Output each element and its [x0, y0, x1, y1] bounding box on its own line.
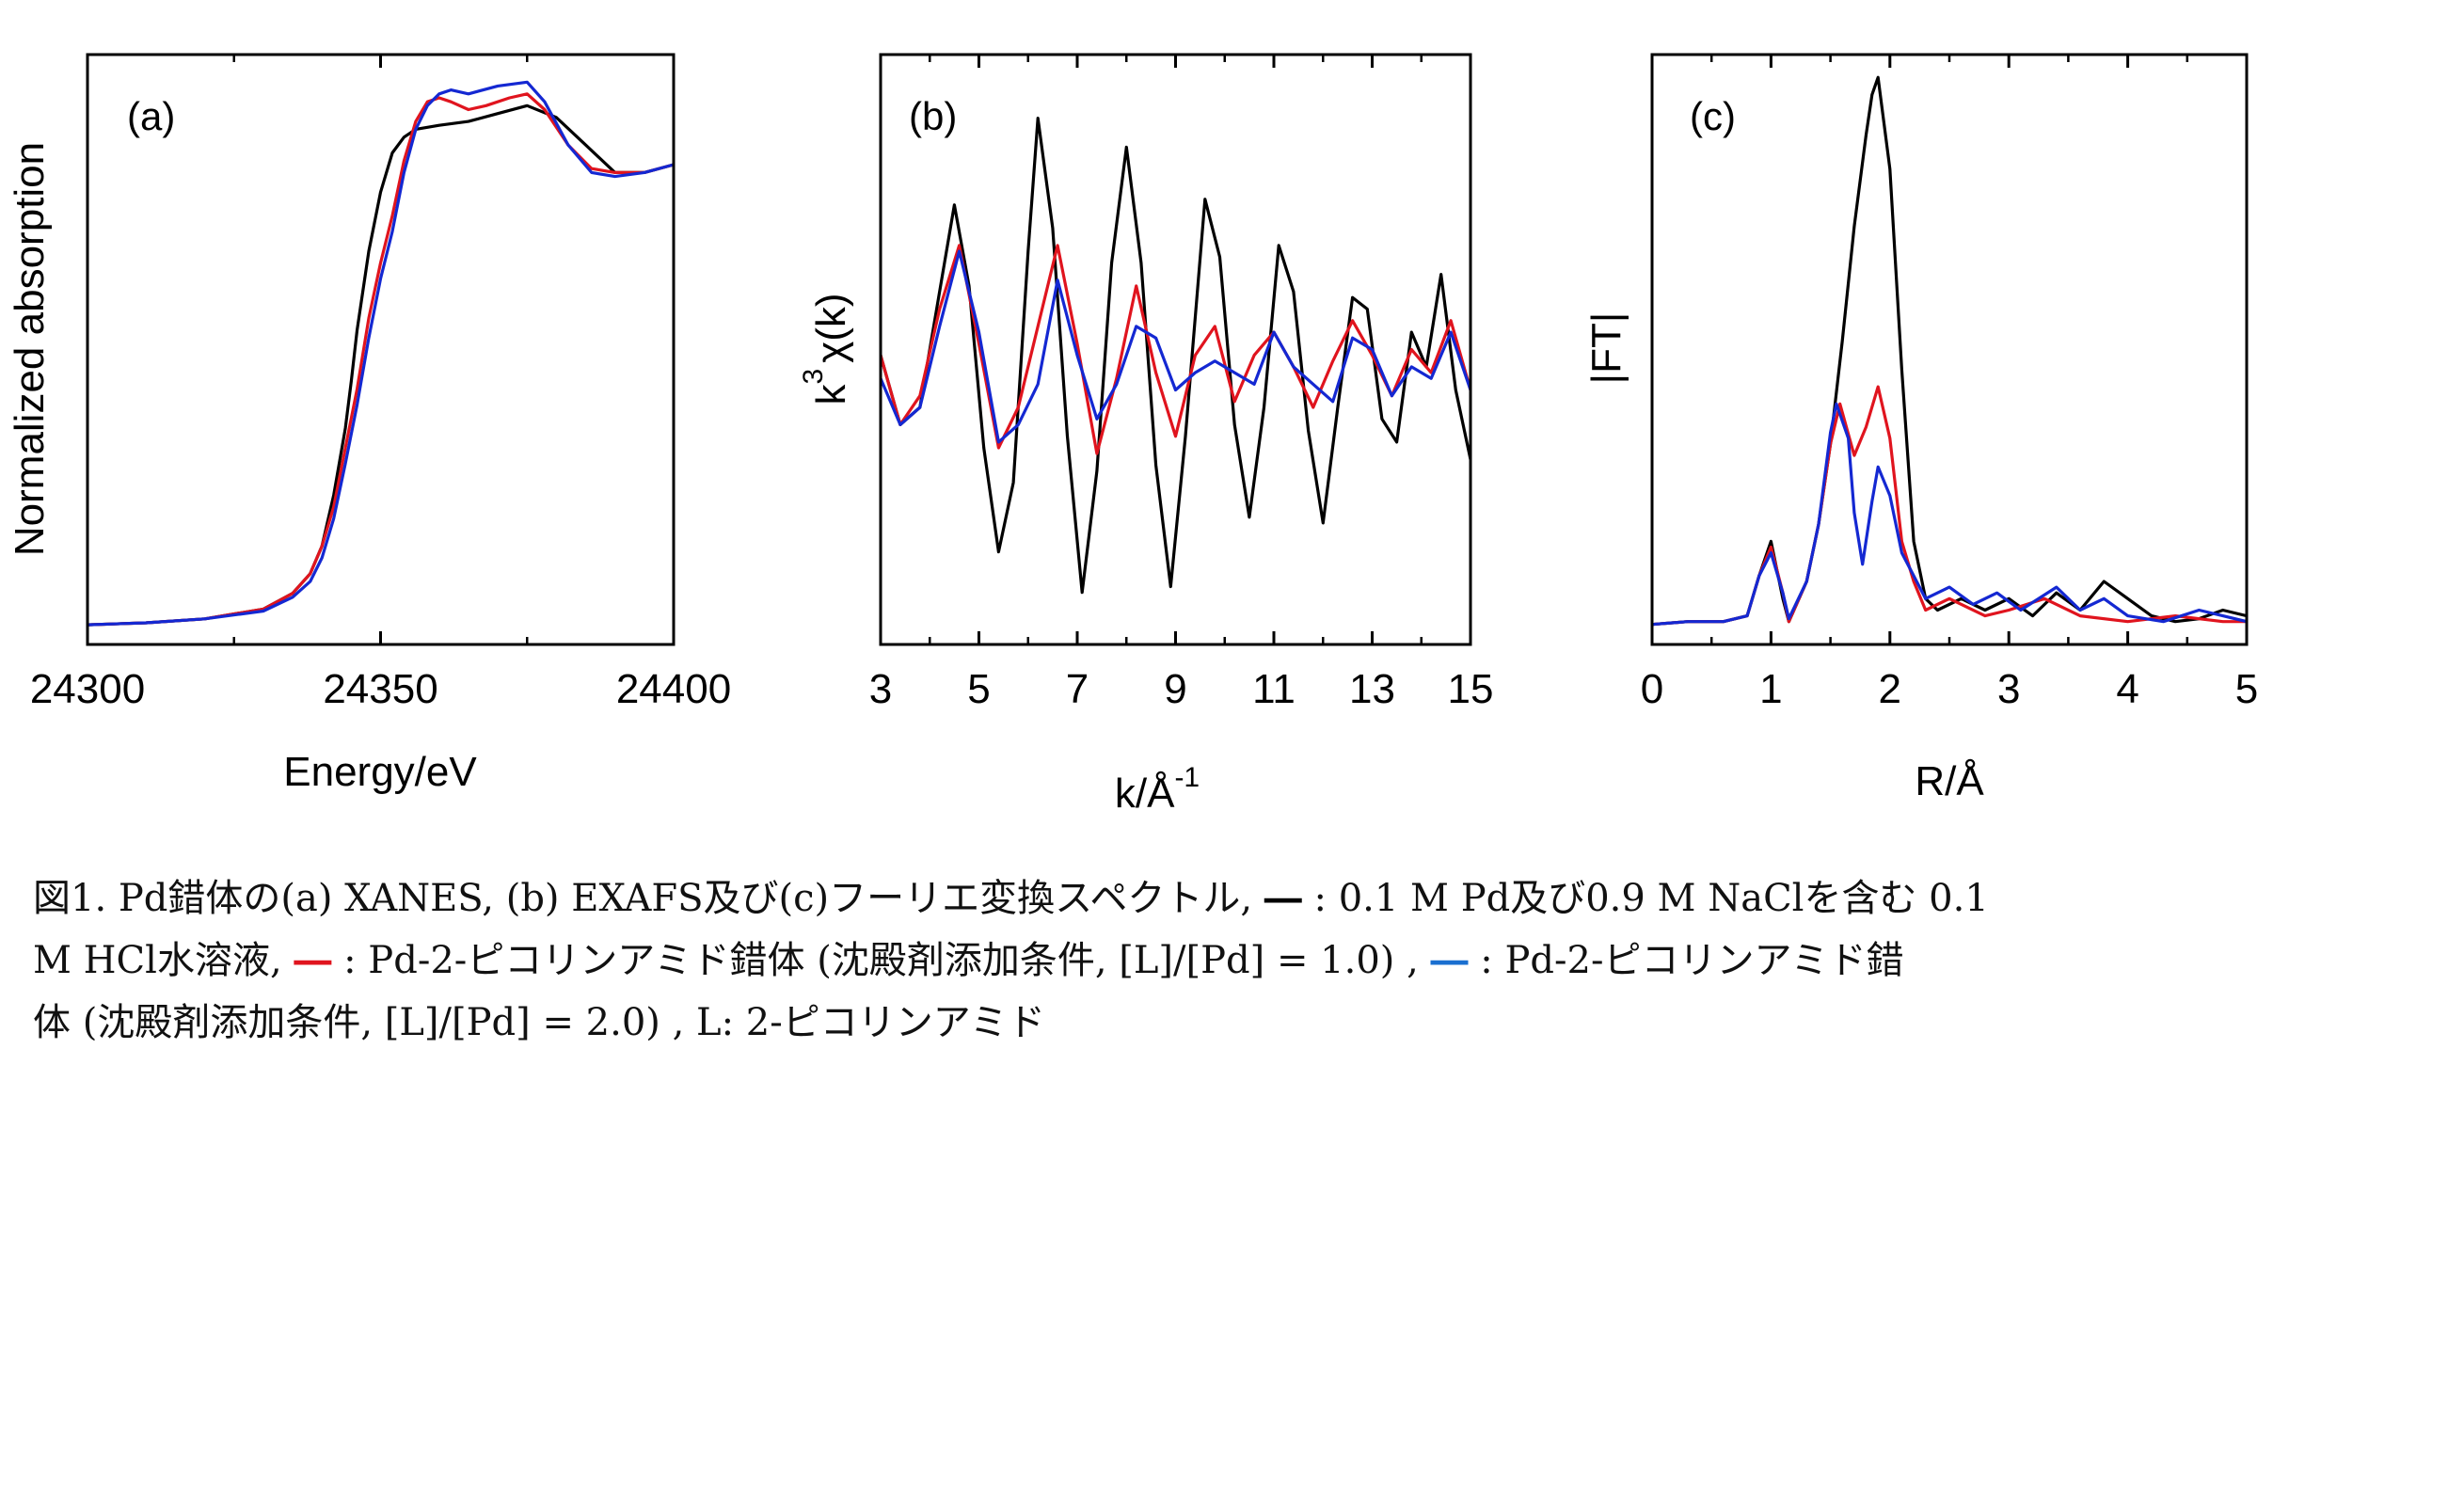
panel-c-frame — [1650, 53, 2249, 646]
figure: 24300 24350 24400 (a) Energy/eV Normalized… — [7, 53, 2258, 817]
panel-b-ylabel-tail: χ(k) — [808, 293, 854, 362]
panel-c-xlabel: R/Å — [1915, 758, 1984, 804]
panel-b-ylabel: k3 χ(k) — [798, 293, 854, 405]
panel-c-series-3-line — [1652, 402, 2247, 627]
caption-line-1: 図1. Pd錯体の(a) XANES, (b) EXAFS及び(c)フーリエ変換… — [33, 867, 2310, 930]
panel-c-xtick-label: 3 — [1997, 666, 2020, 712]
panel-a-ylabel: Normalized absorption — [7, 142, 53, 556]
panel-b-xtick-label: 5 — [967, 666, 990, 712]
panel-c-label: (c) — [1690, 94, 1736, 138]
caption-text-2c: : Pd-2-ピコリンアミド錯 — [1468, 939, 1904, 982]
caption-text-2b: : Pd-2-ピコリンアミド錯体 (沈殿剤添加条件, [L]/[Pd] = 1.… — [331, 939, 1431, 982]
panel-b-xtick-label: 11 — [1252, 666, 1296, 712]
panel-c-xtick-label: 4 — [2116, 666, 2138, 712]
caption-text-2a: M HCl水溶液, — [33, 939, 294, 982]
panel-a-xlabel: Energy/eV — [283, 749, 477, 795]
panel-b-label: (b) — [909, 94, 957, 138]
panel-b-xtick-label: 3 — [869, 666, 892, 712]
panel-a-label: (a) — [127, 94, 175, 138]
panel-c-xtick-label: 0 — [1641, 666, 1663, 712]
panel-a-series-3-line — [87, 80, 674, 627]
panel-a-xanes: 24300 24350 24400 (a) Energy/eV Normalized… — [7, 53, 731, 795]
caption-line-2: M HCl水溶液, ― : Pd-2-ピコリンアミド錯体 (沈殿剤添加条件, [… — [33, 930, 2310, 992]
panel-a-xtick-label: 24400 — [616, 666, 731, 712]
panel-b-ylabel-sup: 3 — [798, 369, 829, 385]
panel-c-xtick-label: 5 — [2235, 666, 2258, 712]
panel-b-xtick-label: 15 — [1448, 666, 1494, 712]
figure-caption: 図1. Pd錯体の(a) XANES, (b) EXAFS及び(c)フーリエ変換… — [33, 867, 2310, 1054]
legend-blue-dash: ― — [1430, 938, 1469, 982]
panel-c-ft: 0 1 2 3 4 5 (c) R/Å |FT| — [1583, 53, 2258, 804]
panel-b-series-2-line — [881, 244, 1470, 455]
panel-a-xtick-label: 24300 — [30, 666, 145, 712]
panel-b-frame — [879, 53, 1472, 646]
panel-b-series-1-line — [881, 116, 1470, 595]
caption-text-1a: 図1. Pd錯体の(a) XANES, (b) EXAFS及び(c)フーリエ変換… — [33, 877, 1264, 920]
legend-black-dash: ― — [1264, 876, 1302, 920]
panel-b-series-3-line — [881, 249, 1470, 444]
caption-text-1b: : 0.1 M Pd及び0.9 M NaClを含む 0.1 — [1301, 877, 1989, 920]
panel-b-exafs: 3 5 7 9 11 13 15 (b) k/Å-1 k3χ(k) — [798, 53, 1494, 817]
panel-b-xtick-label: 13 — [1349, 666, 1395, 712]
panel-a-series-1-line — [87, 103, 674, 627]
panel-b-xlabel-sup: -1 — [1174, 762, 1200, 793]
legend-red-dash: ― — [294, 938, 332, 982]
caption-line-3: 体 (沈殿剤添加条件, [L]/[Pd] = 2.0) , L: 2-ピコリンア… — [33, 1001, 1045, 1044]
panel-b-xtick-label: 9 — [1164, 666, 1186, 712]
panel-c-xtick-label: 1 — [1759, 666, 1782, 712]
panel-b-xlabel: k/Å-1 — [1115, 762, 1200, 817]
panel-c-xtick-label: 2 — [1879, 666, 1901, 712]
panel-a-xtick-label: 24350 — [323, 666, 437, 712]
panel-c-ylabel: |FT| — [1583, 312, 1629, 385]
panel-a-series-2-line — [87, 92, 674, 627]
panel-b-xlabel-main: k/Å — [1115, 771, 1175, 817]
panel-b-ylabel-main: k — [808, 384, 854, 405]
panel-c-series-1-line — [1652, 75, 2247, 627]
panel-b-xtick-label: 7 — [1066, 666, 1089, 712]
